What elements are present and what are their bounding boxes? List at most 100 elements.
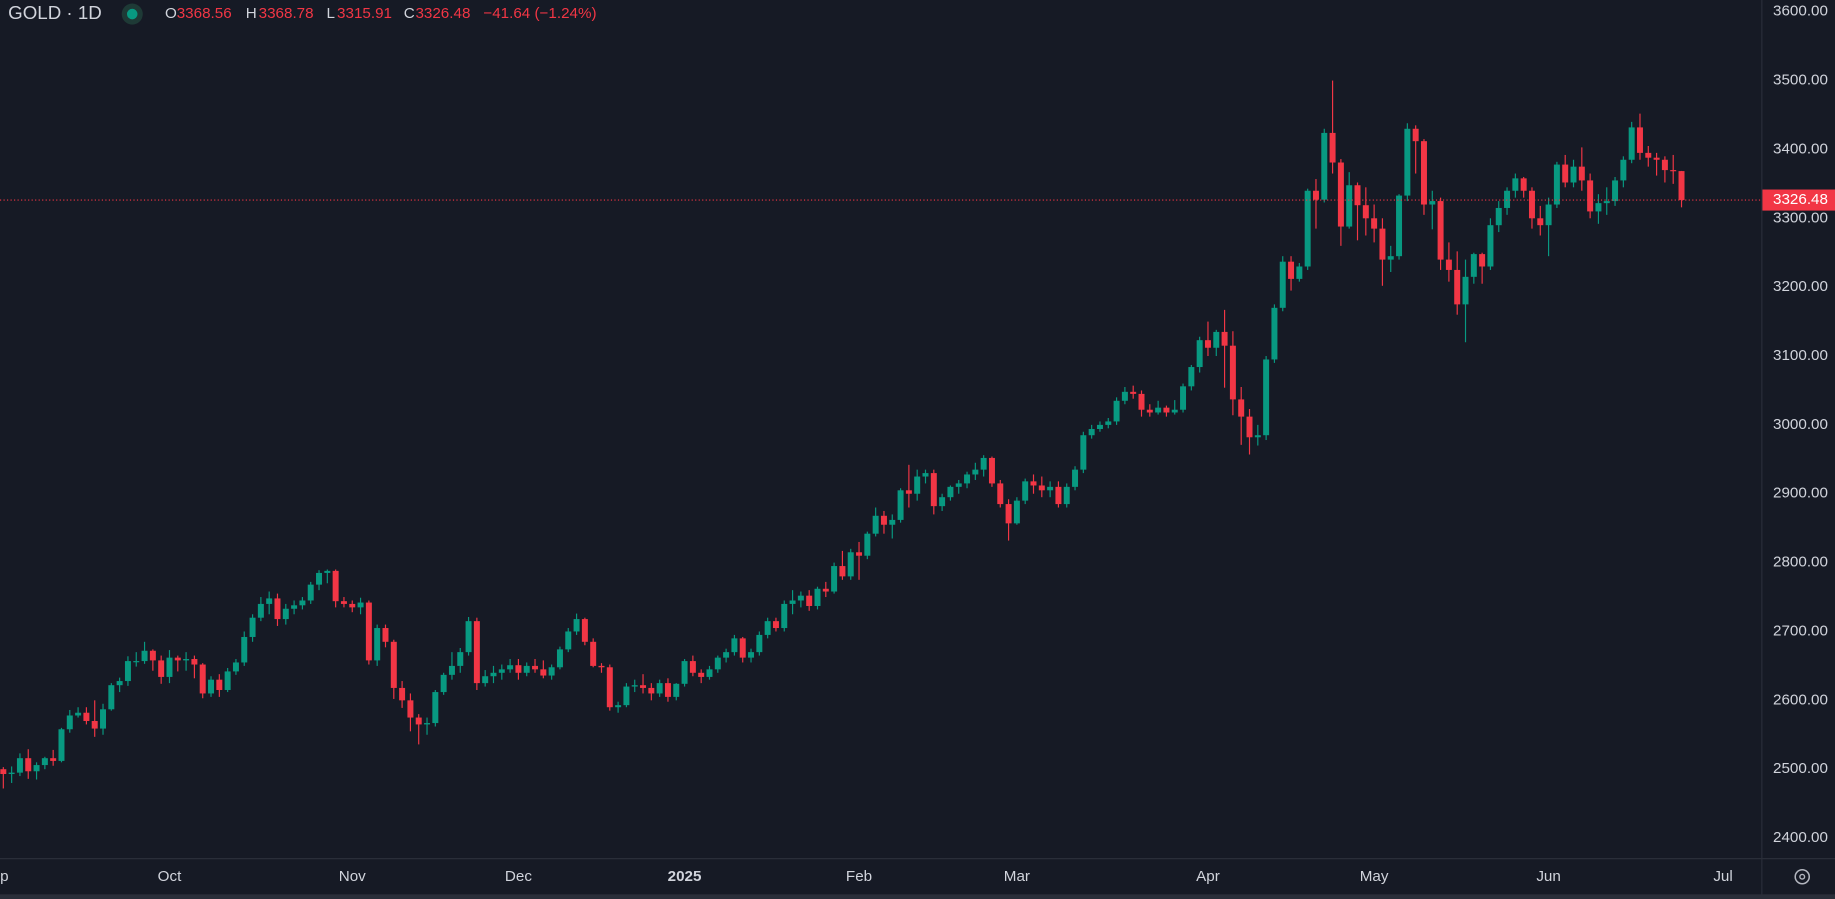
candle-body bbox=[1628, 127, 1635, 160]
candle-body bbox=[831, 566, 838, 592]
candle-body bbox=[1412, 128, 1419, 142]
y-tick-label: 2500.00 bbox=[1773, 760, 1828, 777]
candle-body bbox=[266, 598, 273, 604]
candle-body bbox=[1080, 435, 1087, 470]
y-tick-label: 3100.00 bbox=[1773, 347, 1828, 364]
candle-body bbox=[939, 497, 946, 507]
candle-body bbox=[988, 457, 995, 484]
candle-body bbox=[1587, 180, 1594, 212]
candle-body bbox=[232, 662, 239, 672]
candle-body bbox=[1562, 164, 1569, 183]
ohlc-key: H bbox=[246, 5, 257, 22]
candle-body bbox=[382, 628, 389, 642]
x-tick-label: Feb bbox=[846, 868, 872, 885]
candle-body bbox=[955, 483, 962, 487]
candle-body bbox=[473, 621, 480, 684]
candle-body bbox=[166, 657, 173, 677]
candle-body bbox=[1038, 485, 1045, 491]
candle-body bbox=[108, 685, 115, 710]
y-tick-label: 3500.00 bbox=[1773, 72, 1828, 89]
candle-body bbox=[1138, 393, 1145, 410]
candle-body bbox=[1229, 345, 1236, 400]
candle-body bbox=[515, 665, 522, 673]
change: −41.64 (−1.24%) bbox=[483, 5, 596, 22]
candle-body bbox=[1013, 500, 1020, 524]
candle-body bbox=[1304, 190, 1311, 267]
candle-body bbox=[673, 683, 680, 697]
candle-body bbox=[1603, 201, 1610, 204]
candle-body bbox=[1121, 391, 1128, 401]
ohlc-key: L bbox=[327, 5, 335, 22]
candle-body bbox=[1105, 421, 1112, 425]
candle-body bbox=[548, 667, 555, 676]
candle-body bbox=[257, 603, 264, 618]
candle-body bbox=[1113, 400, 1120, 422]
candle-body bbox=[1487, 225, 1494, 267]
y-tick-label: 3200.00 bbox=[1773, 278, 1828, 295]
candle-body bbox=[723, 652, 730, 658]
candle-body bbox=[191, 659, 198, 665]
candle-body bbox=[1213, 331, 1220, 348]
x-tick-label: Jul bbox=[1713, 868, 1732, 885]
candle-body bbox=[1437, 201, 1444, 260]
candle-body bbox=[1462, 276, 1469, 305]
candle-body bbox=[324, 570, 331, 573]
candle-body bbox=[980, 457, 987, 470]
settings-icon[interactable] bbox=[1794, 868, 1811, 885]
candle-body bbox=[158, 660, 165, 677]
candle-body bbox=[731, 638, 738, 653]
candle-body bbox=[930, 473, 937, 507]
symbol-title[interactable]: GOLD · 1D bbox=[8, 2, 102, 23]
x-tick-label: 2025 bbox=[668, 868, 702, 885]
candle-body bbox=[1445, 259, 1452, 270]
candle-body bbox=[598, 665, 605, 668]
candle-body bbox=[1362, 205, 1369, 219]
candle-body bbox=[1030, 481, 1037, 486]
candle-body bbox=[241, 636, 248, 663]
x-tick-label: Jun bbox=[1536, 868, 1561, 885]
candle-body bbox=[149, 650, 156, 661]
candle-body bbox=[299, 600, 306, 606]
candle-body bbox=[1479, 254, 1486, 267]
candle-body bbox=[872, 515, 879, 534]
candle-body bbox=[1204, 340, 1211, 348]
candle-body bbox=[905, 490, 912, 494]
candle-body bbox=[498, 669, 505, 673]
candle-body bbox=[1354, 185, 1361, 206]
candle-body bbox=[556, 649, 563, 668]
candle-body bbox=[1661, 159, 1668, 171]
candle-body bbox=[316, 572, 323, 585]
candle-body bbox=[756, 634, 763, 653]
candle-body bbox=[507, 665, 514, 670]
candle-body bbox=[972, 469, 979, 475]
candle-body bbox=[1005, 504, 1012, 524]
candle-body bbox=[1578, 166, 1585, 181]
candle-body bbox=[50, 758, 57, 761]
settings-gear-center[interactable] bbox=[1799, 873, 1806, 880]
candle-body bbox=[748, 652, 755, 658]
x-tick-label: Sep bbox=[0, 868, 9, 885]
candle-body bbox=[1470, 254, 1477, 277]
candle-body bbox=[1130, 391, 1137, 394]
candle-body bbox=[133, 661, 140, 663]
y-tick-label: 2800.00 bbox=[1773, 554, 1828, 571]
candle-body bbox=[1645, 152, 1652, 158]
candle-body bbox=[1670, 170, 1677, 172]
candle-body bbox=[880, 515, 887, 525]
candle-body bbox=[889, 519, 896, 525]
candle-body bbox=[1055, 486, 1062, 505]
ohlc-value: 3368.56 bbox=[177, 5, 232, 22]
candle-body bbox=[199, 664, 206, 694]
y-tick-label: 3400.00 bbox=[1773, 140, 1828, 157]
candle-body bbox=[764, 621, 771, 635]
candle-body bbox=[847, 552, 854, 577]
y-tick-label: 2400.00 bbox=[1773, 829, 1828, 846]
candle-body bbox=[357, 602, 364, 608]
candle-body bbox=[706, 669, 713, 677]
candle-body bbox=[1553, 164, 1560, 205]
settings-gear[interactable] bbox=[1794, 868, 1811, 885]
candle-body bbox=[124, 661, 131, 682]
candle-body bbox=[1254, 435, 1261, 438]
